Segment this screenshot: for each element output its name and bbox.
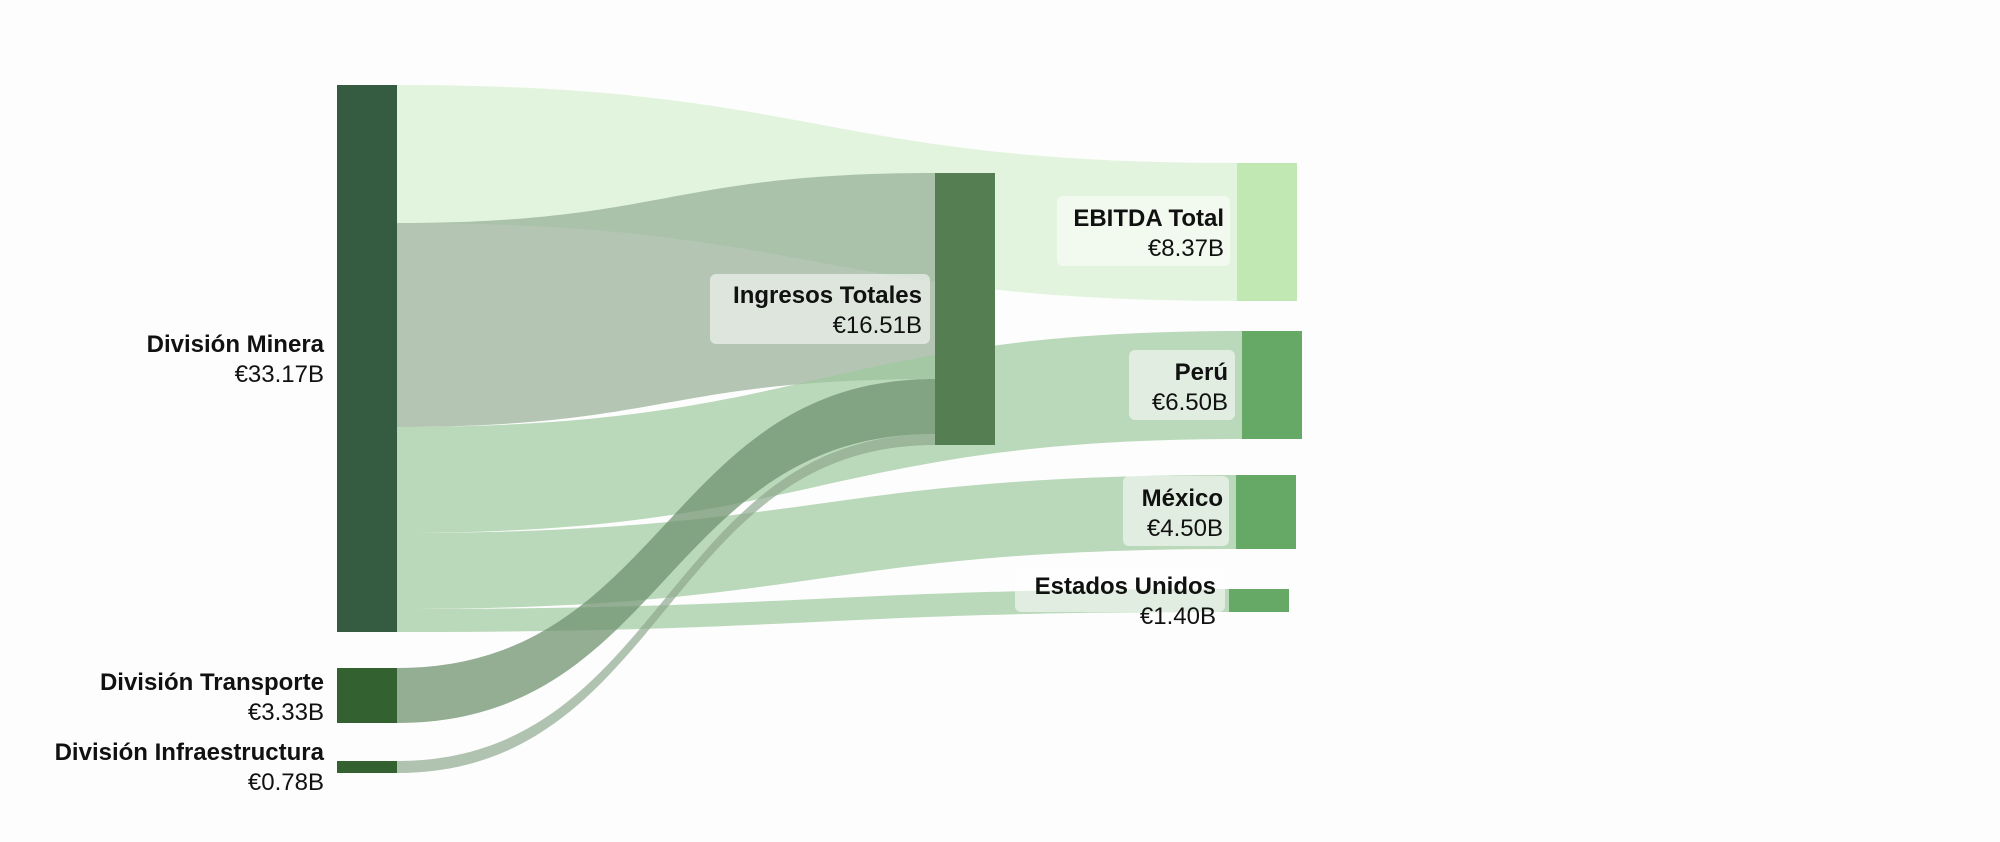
labels-layer: División Minera €33.17B División Transpo… <box>55 196 1235 796</box>
node-name: División Minera <box>147 331 325 358</box>
node-value: €1.40B <box>1140 603 1216 630</box>
node-label-transport: División Transporte €3.33B <box>100 669 324 726</box>
node-label-mining: División Minera €33.17B <box>147 331 325 388</box>
node-label-mexico: México €4.50B <box>1123 476 1229 546</box>
node-mexico[interactable] <box>1236 475 1296 549</box>
node-value: €6.50B <box>1152 389 1228 416</box>
node-ebitda[interactable] <box>1237 163 1297 301</box>
node-peru[interactable] <box>1242 331 1302 439</box>
node-label-peru: Perú €6.50B <box>1129 350 1235 420</box>
node-value: €8.37B <box>1148 235 1224 262</box>
node-value: €4.50B <box>1147 515 1223 542</box>
node-value: €16.51B <box>833 312 922 339</box>
node-transport[interactable] <box>337 668 397 723</box>
node-name: División Transporte <box>100 669 324 696</box>
label-background <box>1057 196 1230 266</box>
node-mining[interactable] <box>337 85 397 632</box>
node-value: €0.78B <box>248 769 324 796</box>
links-layer <box>397 85 1242 773</box>
link-mining-to-revenue[interactable] <box>397 173 935 427</box>
node-name: México <box>1142 485 1223 512</box>
node-usa[interactable] <box>1229 589 1289 612</box>
node-name: Perú <box>1175 359 1228 386</box>
node-name: Estados Unidos <box>1035 573 1216 600</box>
node-value: €33.17B <box>235 361 324 388</box>
node-label-revenue: Ingresos Totales €16.51B <box>710 274 930 344</box>
link-infra-to-revenue[interactable] <box>397 434 935 773</box>
link-transport-to-revenue[interactable] <box>397 379 935 723</box>
node-name: EBITDA Total <box>1073 205 1224 232</box>
label-background <box>1015 568 1225 612</box>
link-mining-to-mexico[interactable] <box>397 475 1236 609</box>
node-infra[interactable] <box>337 761 397 773</box>
node-label-infra: División Infraestructura €0.78B <box>55 739 325 796</box>
label-background <box>1123 476 1229 546</box>
label-background <box>1129 350 1235 420</box>
node-value: €3.33B <box>248 699 324 726</box>
node-name: Ingresos Totales <box>733 282 922 309</box>
label-background <box>710 274 930 344</box>
node-revenue[interactable] <box>935 173 995 445</box>
node-name: División Infraestructura <box>55 739 325 766</box>
nodes-layer <box>337 85 1302 773</box>
node-label-ebitda: EBITDA Total €8.37B <box>1057 196 1230 266</box>
node-label-usa: Estados Unidos €1.40B <box>1015 568 1225 630</box>
